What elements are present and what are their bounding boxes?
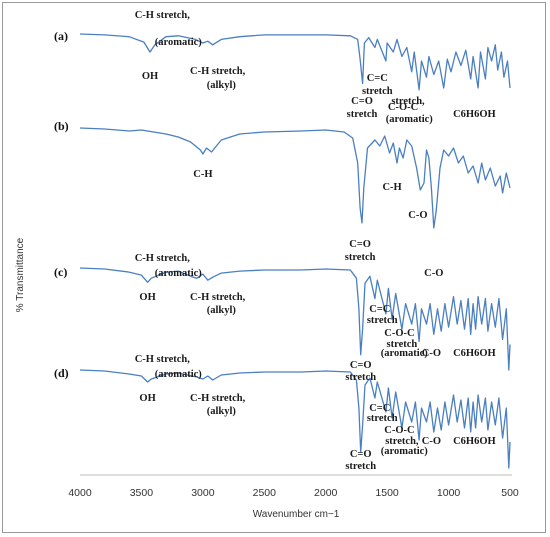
annotation-b-2: C-O	[408, 210, 427, 221]
annotation-c-5: C=C	[369, 304, 390, 315]
annotation-b-1: C-H	[382, 182, 401, 193]
annotation-a-6: stretch	[362, 86, 393, 97]
annotation-c-9: (aromatic)	[381, 348, 429, 359]
x-ticks: 4000 3500 3000 2500 2000 1500 1000 500	[68, 487, 519, 499]
x-tick-500: 500	[501, 487, 519, 499]
annotation-d-4: (alkyl)	[207, 406, 237, 417]
annotation-d-3: C-H stretch,	[190, 393, 246, 404]
annotation-a-0: C-H stretch,	[135, 10, 191, 21]
annotation-d-8: stretch,	[385, 436, 419, 447]
annotation-a-3: C-H stretch,	[190, 66, 246, 77]
annotation-c-12: C=O	[350, 360, 372, 371]
annotation-a-9: stretch,	[391, 96, 425, 107]
annotation-c-13: stretch	[345, 372, 376, 383]
annotation-a-11: (aromatic)	[386, 114, 434, 125]
annotation-c-3: C-H stretch,	[190, 292, 246, 303]
x-tick-3500: 3500	[130, 487, 154, 499]
x-tick-1500: 1500	[375, 487, 399, 499]
annotation-d-5: C=C	[369, 403, 390, 414]
annotation-d-10: C6H6OH	[453, 436, 496, 447]
panel-label-c: (c)	[54, 265, 67, 279]
annotation-d-7: C-O-C	[384, 425, 414, 436]
annotation-c-1: (aromatic)	[155, 268, 203, 279]
annotation-a-5: C=C	[367, 73, 388, 84]
annotation-a-10: stretch	[347, 109, 378, 120]
annotation-b-4: stretch	[345, 252, 376, 263]
panel-label-b: (b)	[54, 119, 69, 133]
annotation-c-4: (alkyl)	[207, 305, 237, 316]
annotation-d-6: stretch	[367, 413, 398, 424]
annotation-b-0: C-H	[193, 169, 212, 180]
annotation-a-12: C6H6OH	[453, 109, 496, 120]
annotation-b-3: C=O	[349, 239, 371, 250]
panel-label-d: (d)	[54, 366, 69, 380]
annotation-c-8: stretch	[387, 339, 418, 350]
annotation-a-1: (aromatic)	[155, 37, 203, 48]
annotation-d-13: stretch	[345, 461, 376, 472]
annotation-c-10: C-O	[422, 348, 441, 359]
annotation-c-6: stretch	[367, 315, 398, 326]
spectrum-trace-a	[79, 33, 511, 91]
annotation-labels: C-H stretch,(aromatic)OH C-H stretch,(alk…	[135, 10, 496, 472]
x-tick-2000: 2000	[314, 487, 338, 499]
annotation-d-2: OH	[139, 393, 155, 404]
annotation-d-9: C-O	[422, 436, 441, 447]
annotation-d-12: C=O	[350, 449, 372, 460]
spectrum-trace-c	[79, 267, 511, 371]
annotation-c-0: C-H stretch,	[135, 253, 191, 264]
annotation-d-11: (aromatic)	[381, 446, 429, 457]
spectrum-trace-d	[79, 369, 511, 469]
annotation-a-7: C-O-C	[388, 102, 418, 113]
annotation-c-7: C-O-C	[384, 328, 414, 339]
x-axis-label: Wavenumber cm−1	[253, 509, 340, 520]
y-axis-label: % Transmittance	[15, 237, 26, 312]
x-tick-2500: 2500	[253, 487, 277, 499]
figure-frame	[2, 2, 546, 533]
x-tick-3000: 3000	[191, 487, 215, 499]
x-tick-1000: 1000	[437, 487, 461, 499]
annotation-c-2: OH	[139, 292, 155, 303]
spectrum-trace-b	[79, 127, 511, 229]
spectra-traces	[79, 33, 511, 469]
annotation-a-8: C=O	[351, 96, 373, 107]
annotation-c-11: C6H6OH	[453, 348, 496, 359]
annotation-a-4: (alkyl)	[207, 80, 237, 91]
annotation-d-1: (aromatic)	[155, 369, 203, 380]
annotation-a-2: OH	[142, 71, 158, 82]
annotation-d-0: C-H stretch,	[135, 354, 191, 365]
x-tick-4000: 4000	[68, 487, 92, 499]
panel-label-a: (a)	[54, 29, 68, 43]
annotation-b-5: C-O	[424, 268, 443, 279]
